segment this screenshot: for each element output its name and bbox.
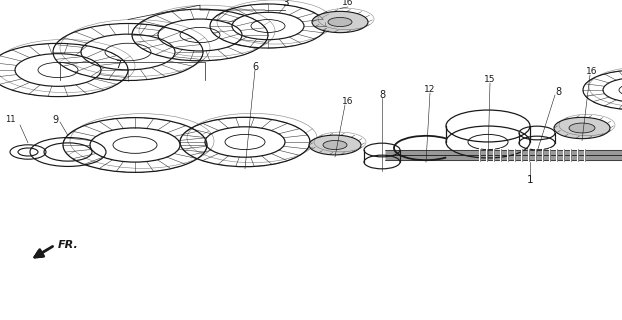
Text: 1: 1 bbox=[527, 175, 533, 185]
Text: 7: 7 bbox=[115, 60, 121, 70]
Ellipse shape bbox=[323, 140, 347, 149]
Text: 16: 16 bbox=[342, 98, 354, 107]
Text: 8: 8 bbox=[555, 87, 561, 97]
Text: 11: 11 bbox=[5, 116, 16, 124]
Text: 3: 3 bbox=[282, 0, 289, 8]
Text: 9: 9 bbox=[52, 115, 58, 125]
Text: 12: 12 bbox=[424, 85, 435, 94]
Text: FR.: FR. bbox=[58, 240, 79, 250]
Text: 6: 6 bbox=[252, 62, 258, 72]
Ellipse shape bbox=[312, 11, 368, 33]
Ellipse shape bbox=[554, 117, 610, 139]
Text: 16: 16 bbox=[342, 0, 354, 7]
Text: 15: 15 bbox=[485, 76, 496, 84]
Text: 8: 8 bbox=[379, 90, 385, 100]
Ellipse shape bbox=[309, 135, 361, 155]
Ellipse shape bbox=[328, 17, 352, 27]
Text: 16: 16 bbox=[587, 68, 598, 76]
Ellipse shape bbox=[569, 123, 595, 133]
